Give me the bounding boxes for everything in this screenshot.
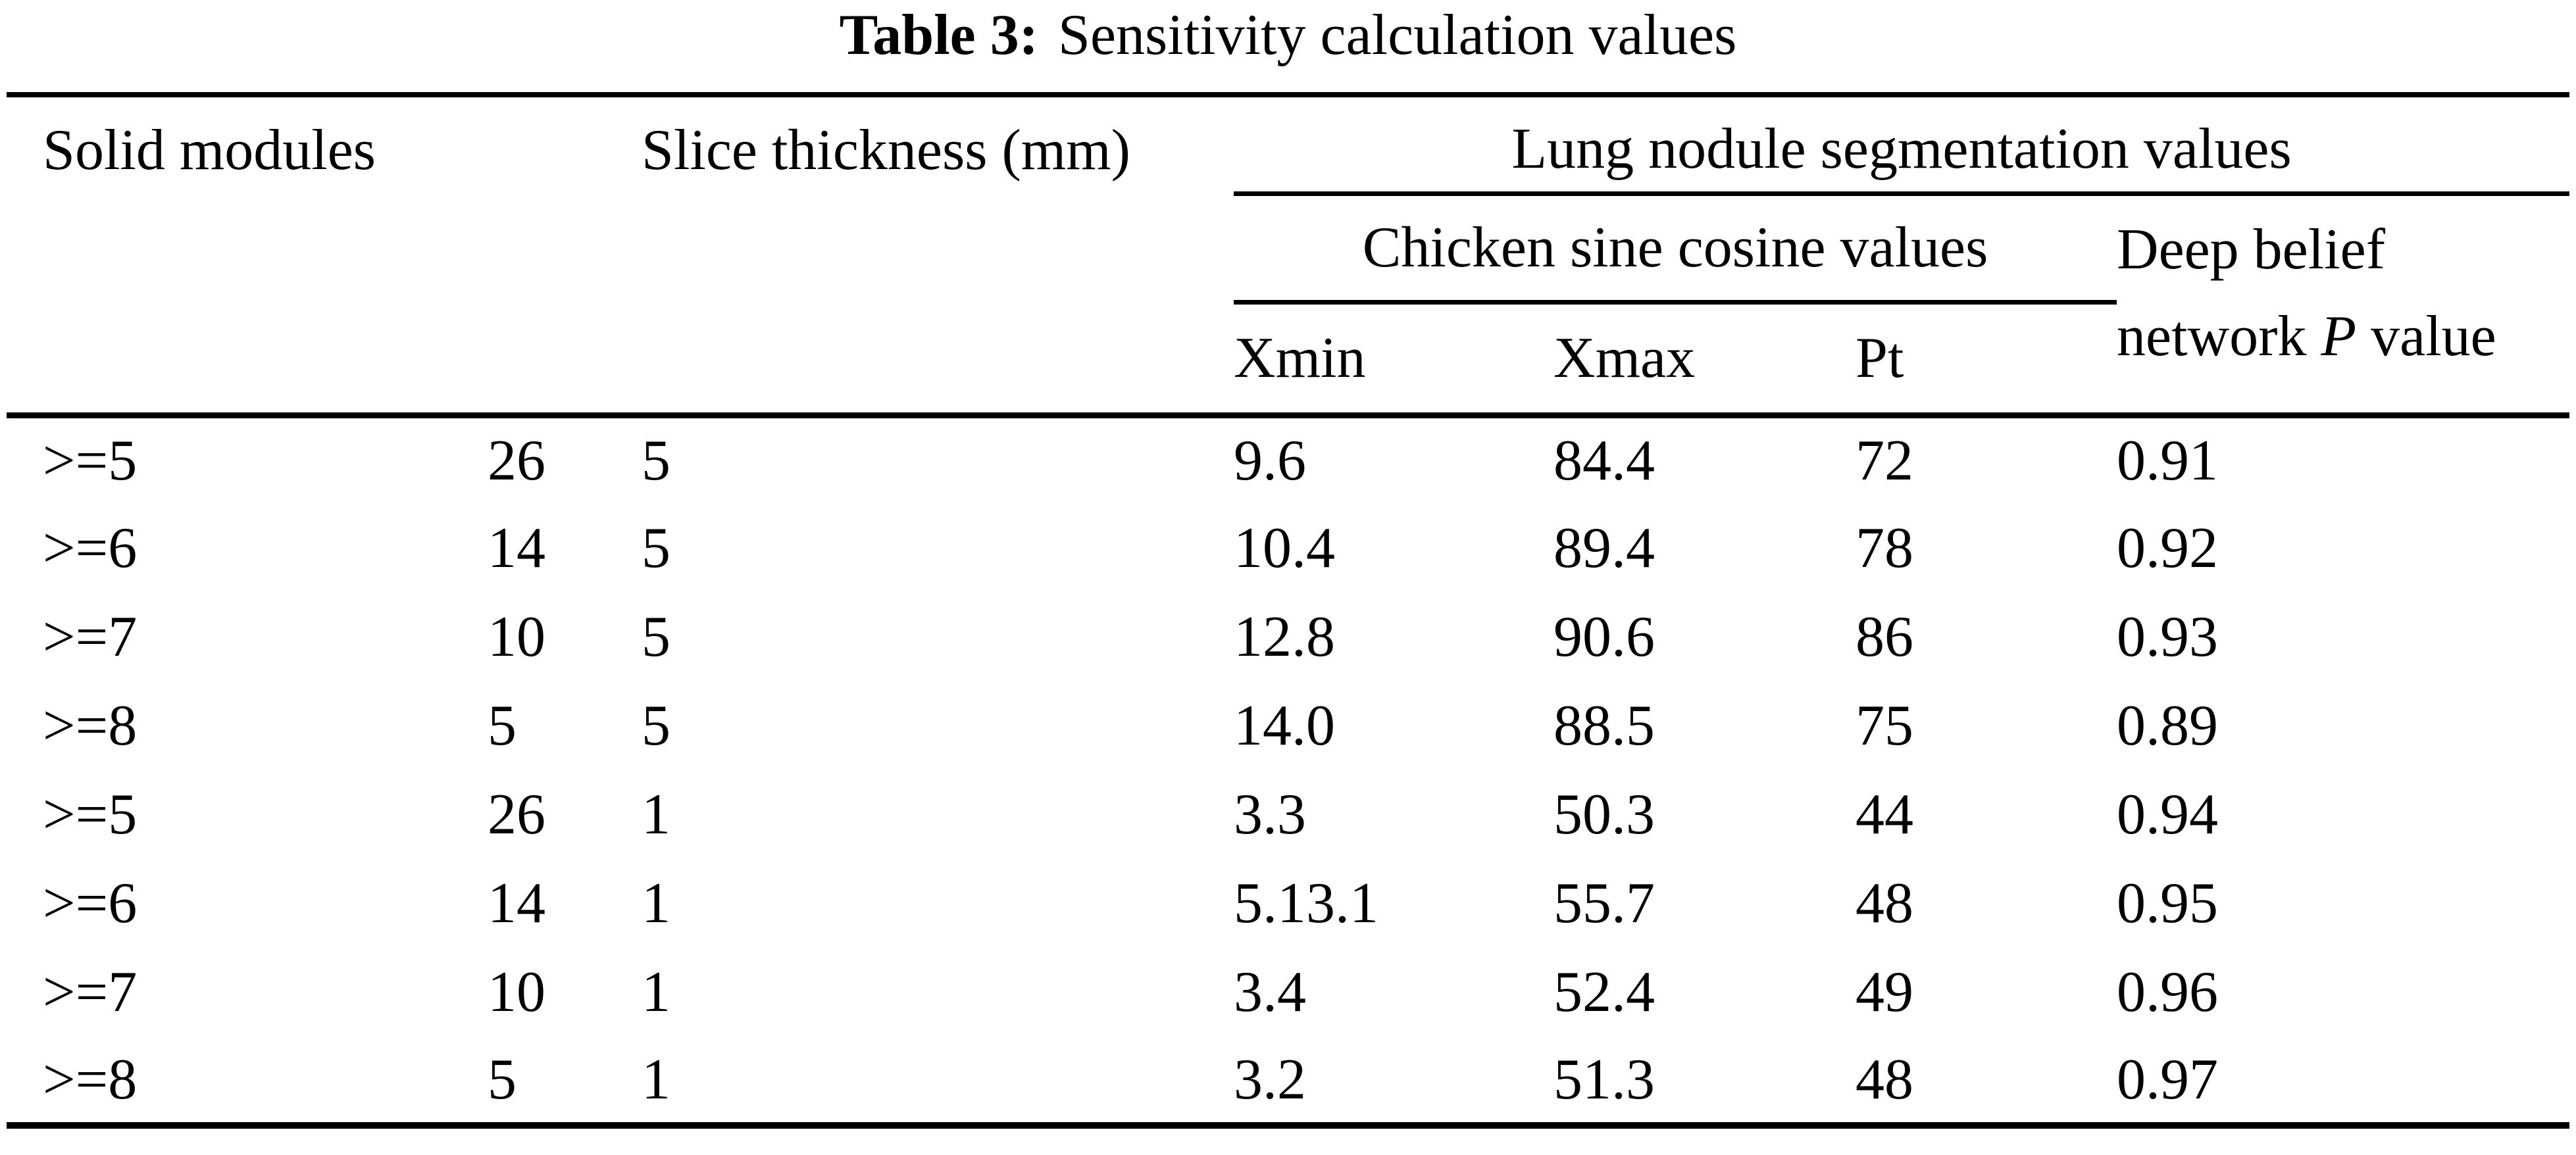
cell-slice-thickness: 5 (642, 694, 671, 758)
column-header-xmin: Xmin (1234, 326, 1366, 390)
cell-xmin: 10.4 (1234, 516, 1336, 580)
deep-belief-line2: network P value (2117, 293, 2569, 380)
cell-solid-modules: >=5 (43, 429, 138, 493)
cell-xmax: 89.4 (1553, 516, 1655, 580)
cell-xmax: 51.3 (1553, 1047, 1655, 1112)
column-header-solid-modules: Solid modules (43, 118, 376, 182)
deep-belief-line2-post: value (2356, 304, 2496, 368)
cell-xmin: 3.3 (1234, 783, 1307, 847)
cell-pt: 86 (1856, 605, 1914, 669)
cell-pt: 48 (1856, 1047, 1914, 1112)
deep-belief-line2-pre: network (2117, 304, 2321, 368)
sensitivity-table: Solid modules Slice thickness (mm) Lung … (7, 92, 2570, 1129)
cell-solid-modules: >=7 (43, 605, 138, 669)
cell-p-value: 0.94 (2117, 783, 2219, 847)
cell-pt: 75 (1856, 694, 1914, 758)
cell-solid-modules: >=5 (43, 783, 138, 847)
cell-pt: 72 (1856, 429, 1914, 493)
cell-p-value: 0.95 (2117, 872, 2219, 935)
cell-p-value: 0.97 (2117, 1047, 2219, 1112)
cell-slice-thickness: 1 (642, 1047, 671, 1112)
cell-count: 26 (488, 429, 545, 493)
cell-pt: 49 (1856, 960, 1914, 1024)
cell-solid-modules: >=7 (43, 960, 138, 1024)
cell-solid-modules: >=6 (43, 516, 138, 580)
cell-pt: 78 (1856, 516, 1914, 580)
table-row: >=5 26 5 9.6 84.4 72 0.91 (7, 415, 2569, 504)
table-caption-label: Table 3: (839, 3, 1039, 67)
table-row: >=6 14 5 10.4 89.4 78 0.92 (7, 504, 2569, 593)
header-spacer (7, 302, 1234, 415)
cell-solid-modules: >=8 (43, 1047, 138, 1112)
column-header-pt: Pt (1856, 326, 1904, 390)
table-row: >=7 10 5 12.8 90.6 86 0.93 (7, 593, 2569, 681)
cell-slice-thickness: 1 (642, 783, 671, 847)
cell-xmin: 5.13.1 (1234, 872, 1379, 935)
cell-xmax: 55.7 (1553, 872, 1655, 935)
column-header-deep-belief-p-value: Deep belief network P value (2117, 193, 2569, 415)
cell-p-value: 0.93 (2117, 605, 2219, 669)
cell-xmax: 84.4 (1553, 429, 1655, 493)
cell-xmin: 14.0 (1234, 694, 1336, 758)
cell-xmin: 12.8 (1234, 605, 1336, 669)
cell-solid-modules: >=8 (43, 694, 138, 758)
table-row: >=5 26 1 3.3 50.3 44 0.94 (7, 770, 2569, 859)
cell-solid-modules: >=6 (43, 872, 138, 935)
cell-pt: 48 (1856, 872, 1914, 935)
cell-count: 5 (488, 1047, 517, 1112)
cell-p-value: 0.91 (2117, 429, 2219, 493)
table-row: >=8 5 5 14.0 88.5 75 0.89 (7, 681, 2569, 770)
cell-xmin: 9.6 (1234, 429, 1307, 493)
column-header-slice-thickness: Slice thickness (mm) (642, 118, 1130, 182)
cell-slice-thickness: 5 (642, 605, 671, 669)
column-group-lung-nodule-segmentation: Lung nodule segmentation values (1234, 95, 2570, 196)
cell-xmax: 52.4 (1553, 960, 1655, 1024)
header-spacer (7, 193, 1234, 302)
cell-slice-thickness: 1 (642, 872, 671, 935)
table-body: >=5 26 5 9.6 84.4 72 0.91 >=6 14 5 10.4 … (7, 415, 2569, 1125)
cell-slice-thickness: 5 (642, 516, 671, 580)
deep-belief-line2-italic-p: P (2321, 304, 2357, 368)
table-row: >=6 14 1 5.13.1 55.7 48 0.95 (7, 859, 2569, 948)
cell-count: 26 (488, 783, 545, 847)
cell-p-value: 0.89 (2117, 694, 2219, 758)
deep-belief-line1: Deep belief (2117, 217, 2386, 282)
cell-xmax: 88.5 (1553, 694, 1655, 758)
cell-count: 10 (488, 605, 545, 669)
cell-count: 10 (488, 960, 545, 1024)
cell-count: 14 (488, 872, 545, 935)
column-header-xmax: Xmax (1553, 326, 1696, 390)
cell-count: 14 (488, 516, 545, 580)
cell-xmax: 50.3 (1553, 783, 1655, 847)
cell-p-value: 0.96 (2117, 960, 2219, 1024)
cell-slice-thickness: 1 (642, 960, 671, 1024)
header-row-subgroups: Chicken sine cosine values Deep belief n… (7, 193, 2569, 368)
table-header: Solid modules Slice thickness (mm) Lung … (7, 95, 2570, 415)
cell-xmin: 3.4 (1234, 960, 1307, 1024)
cell-pt: 44 (1856, 783, 1914, 847)
table-row: >=8 5 1 3.2 51.3 48 0.97 (7, 1037, 2569, 1125)
column-group-chicken-sine-cosine: Chicken sine cosine values (1234, 193, 2117, 305)
cell-p-value: 0.92 (2117, 516, 2219, 580)
header-row-leaf: Xmin Xmax Pt (7, 302, 2569, 415)
table-caption-text: Sensitivity calculation values (1058, 3, 1737, 67)
cell-count: 5 (488, 694, 517, 758)
cell-xmin: 3.2 (1234, 1047, 1307, 1112)
cell-slice-thickness: 5 (642, 429, 671, 493)
header-row-groups: Solid modules Slice thickness (mm) Lung … (7, 95, 2570, 196)
cell-xmax: 90.6 (1553, 605, 1655, 669)
table-row: >=7 10 1 3.4 52.4 49 0.96 (7, 948, 2569, 1037)
table-caption: Table 3: Sensitivity calculation values (0, 3, 2576, 68)
